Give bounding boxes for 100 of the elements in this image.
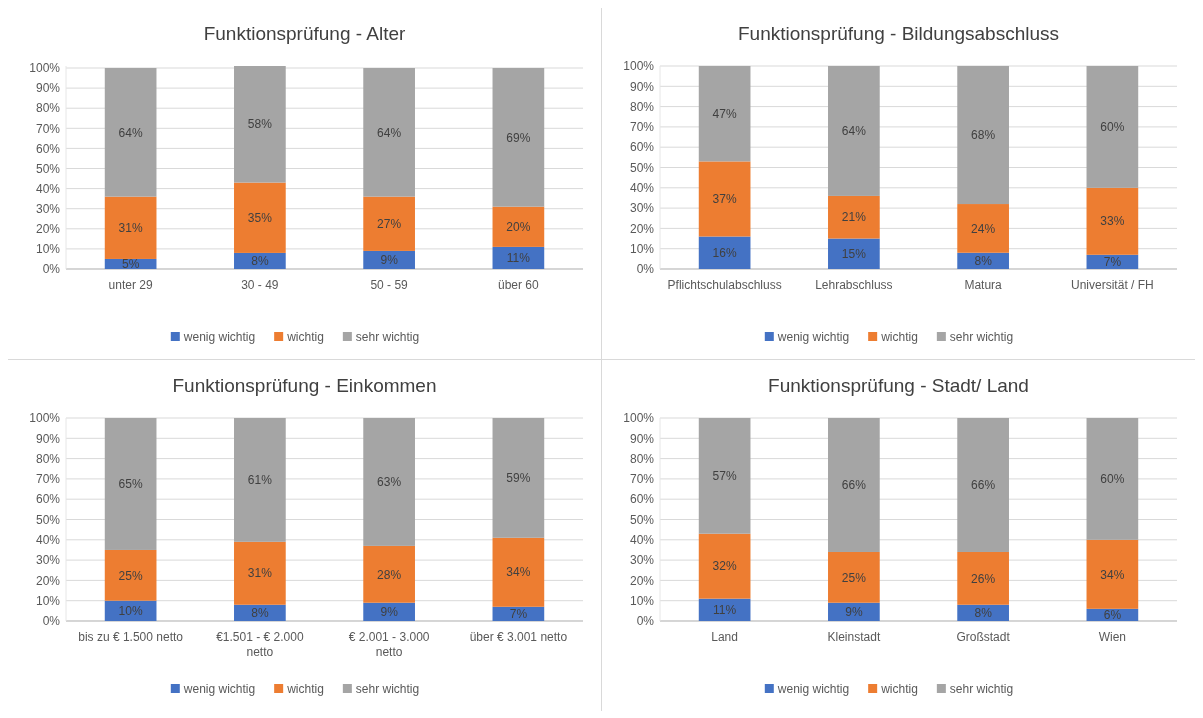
legend-label: wenig wichtig <box>182 682 256 696</box>
y-tick-label: 40% <box>35 181 61 196</box>
y-tick-label: 60% <box>35 141 61 156</box>
y-tick-label: 40% <box>35 533 61 547</box>
data-label: 6% <box>1103 608 1122 623</box>
x-tick-label: Kleinstadt <box>827 630 881 644</box>
data-label: 8% <box>251 606 269 621</box>
data-label: 15% <box>841 246 867 261</box>
legend-label: wichtig <box>286 682 324 696</box>
y-tick-label: 60% <box>629 140 655 155</box>
data-label: 8% <box>251 254 269 269</box>
data-label: 69% <box>506 130 531 145</box>
y-tick-label: 90% <box>629 431 655 446</box>
chart-title: Funktionsprüfung - Stadt/ Land <box>768 375 1029 396</box>
bar <box>104 196 157 259</box>
data-label: 34% <box>506 565 531 580</box>
legend-label: wenig wichtig <box>182 330 256 344</box>
data-label: 25% <box>841 570 867 585</box>
data-label: 58% <box>247 117 273 132</box>
bar <box>104 68 157 197</box>
x-tick-label: Wien <box>1098 630 1127 644</box>
data-label: 60% <box>1100 472 1125 487</box>
x-tick-label: 30 - 49 <box>241 278 279 292</box>
y-tick-label: 100% <box>29 61 61 76</box>
y-tick-label: 30% <box>35 553 61 568</box>
data-label: 11% <box>506 251 531 266</box>
x-tick-label: unter 29 <box>108 278 153 292</box>
bar <box>1086 539 1139 609</box>
data-label: 61% <box>247 473 273 488</box>
x-tick-label: € 2.001 - 3.000 netto <box>348 630 430 659</box>
y-tick-label: 20% <box>35 573 61 588</box>
x-tick-label: Matura <box>964 278 1003 292</box>
data-label: 10% <box>118 604 143 619</box>
data-label: 47% <box>712 106 737 121</box>
bar <box>828 195 880 239</box>
bar <box>234 66 286 183</box>
data-label: 24% <box>971 221 996 236</box>
bar <box>828 418 880 552</box>
data-label: 68% <box>971 128 996 143</box>
bar <box>698 533 751 599</box>
y-tick-label: 20% <box>629 221 655 236</box>
bar <box>957 66 1009 205</box>
data-label: 32% <box>712 559 737 574</box>
data-label: 64% <box>118 125 143 140</box>
y-tick-label: 50% <box>629 512 655 527</box>
y-tick-label: 10% <box>629 593 655 608</box>
data-label: 59% <box>506 471 531 486</box>
y-tick-label: 30% <box>35 201 61 216</box>
legend-label: sehr wichtig <box>355 682 420 696</box>
data-label: 8% <box>974 606 993 621</box>
legend-label: sehr wichtig <box>949 682 1014 696</box>
data-label: 66% <box>971 478 996 493</box>
data-label: 7% <box>509 607 528 622</box>
bar <box>363 418 415 546</box>
data-label: 5% <box>121 257 140 272</box>
y-tick-label: 40% <box>629 533 655 547</box>
data-label: 57% <box>712 469 737 484</box>
data-label: 9% <box>380 253 399 268</box>
data-label: 37% <box>712 192 737 207</box>
y-tick-label: 20% <box>629 573 655 588</box>
y-tick-label: 0% <box>42 262 61 277</box>
chart-title: Funktionsprüfung - Alter <box>203 23 407 44</box>
y-tick-label: 100% <box>623 59 655 74</box>
bar <box>1086 187 1139 255</box>
data-label: 66% <box>841 478 867 493</box>
x-tick-label: Pflichtschulabschluss <box>667 278 782 292</box>
bar <box>234 541 286 605</box>
bar <box>363 68 415 197</box>
chart-title: Funktionsprüfung - Einkommen <box>172 375 437 396</box>
legend-label: sehr wichtig <box>949 330 1014 344</box>
bar <box>698 418 751 534</box>
y-tick-label: 0% <box>42 614 61 629</box>
y-tick-label: 90% <box>35 431 61 446</box>
x-tick-label: Lehrabschluss <box>815 278 893 292</box>
y-tick-label: 50% <box>629 160 655 175</box>
bar <box>957 204 1009 253</box>
y-tick-label: 0% <box>636 614 655 629</box>
bar <box>492 68 545 207</box>
bar <box>828 66 880 196</box>
y-tick-label: 70% <box>629 120 655 135</box>
bar <box>234 182 286 253</box>
y-tick-label: 10% <box>35 242 61 257</box>
data-label: 20% <box>506 219 531 234</box>
data-label: 64% <box>841 124 867 139</box>
y-tick-label: 80% <box>35 101 61 116</box>
y-tick-label: 70% <box>629 472 655 487</box>
data-label: 9% <box>845 605 863 620</box>
x-tick-label: bis zu € 1.500 netto <box>78 630 184 644</box>
data-label: 65% <box>118 477 143 492</box>
bar <box>492 418 545 538</box>
bar <box>828 551 880 603</box>
y-tick-label: 10% <box>629 241 655 256</box>
bar <box>957 418 1009 552</box>
legend-label: wichtig <box>880 682 918 696</box>
data-label: 11% <box>713 603 737 618</box>
legend-label: wenig wichtig <box>776 682 850 696</box>
y-tick-label: 50% <box>35 512 61 527</box>
y-tick-label: 60% <box>35 492 61 507</box>
data-label: 9% <box>380 605 399 620</box>
data-label: 28% <box>377 567 402 582</box>
